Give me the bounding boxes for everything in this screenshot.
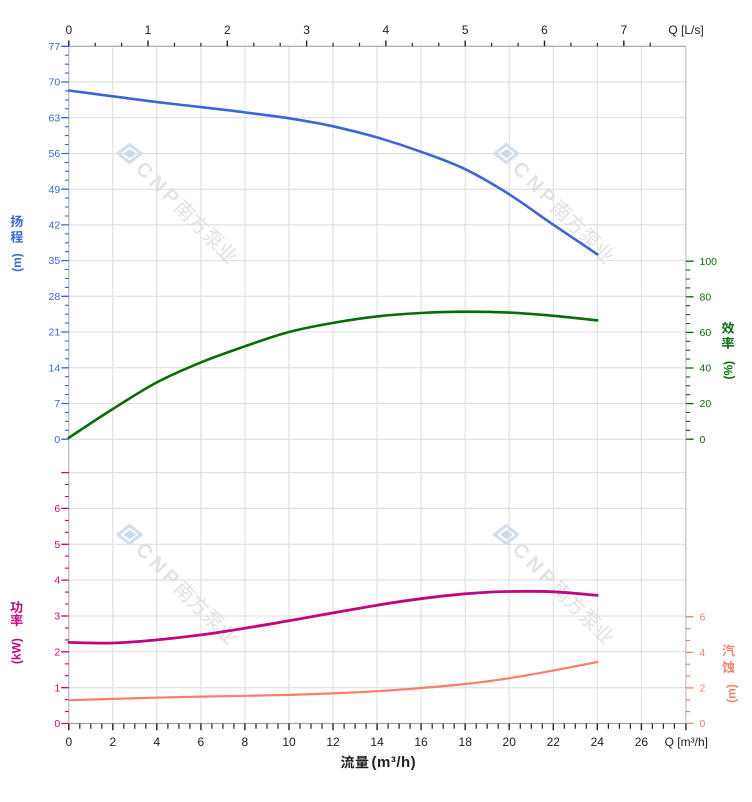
svg-text:49: 49 — [49, 184, 61, 196]
svg-text:77: 77 — [49, 41, 61, 53]
svg-text:42: 42 — [49, 220, 61, 232]
svg-text:21: 21 — [49, 327, 61, 339]
svg-text:6: 6 — [198, 735, 205, 749]
svg-text:(m): (m) — [725, 684, 739, 703]
svg-text:14: 14 — [370, 735, 384, 749]
svg-text:35: 35 — [49, 255, 61, 267]
svg-text:3: 3 — [54, 611, 60, 623]
svg-text:63: 63 — [49, 112, 61, 124]
svg-text:6: 6 — [54, 503, 60, 515]
svg-text:80: 80 — [700, 291, 712, 303]
svg-text:3: 3 — [303, 23, 310, 37]
svg-text:(%): (%) — [722, 361, 736, 380]
svg-text:26: 26 — [635, 735, 649, 749]
svg-text:(m): (m) — [10, 253, 24, 272]
svg-text:100: 100 — [700, 256, 718, 268]
svg-text:2: 2 — [224, 23, 231, 37]
svg-text:(m³/h): (m³/h) — [372, 754, 417, 771]
svg-text:(kW): (kW) — [10, 638, 24, 664]
svg-text:6: 6 — [541, 23, 548, 37]
svg-text:Q [m³/h]: Q [m³/h] — [665, 735, 708, 749]
svg-text:5: 5 — [54, 539, 60, 551]
svg-text:18: 18 — [459, 735, 473, 749]
svg-text:20: 20 — [700, 398, 712, 410]
svg-text:0: 0 — [700, 718, 706, 730]
svg-text:5: 5 — [462, 23, 469, 37]
svg-text:1: 1 — [54, 682, 60, 694]
svg-text:22: 22 — [547, 735, 561, 749]
svg-text:2: 2 — [109, 735, 116, 749]
svg-text:4: 4 — [700, 647, 706, 659]
svg-text:0: 0 — [65, 23, 72, 37]
svg-text:8: 8 — [242, 735, 249, 749]
svg-text:70: 70 — [49, 77, 61, 89]
svg-text:12: 12 — [326, 735, 340, 749]
svg-text:0: 0 — [54, 718, 60, 730]
svg-text:0: 0 — [700, 434, 706, 446]
svg-text:2: 2 — [54, 646, 60, 658]
svg-text:40: 40 — [700, 363, 712, 375]
svg-text:16: 16 — [414, 735, 428, 749]
svg-text:4: 4 — [153, 735, 160, 749]
svg-text:Q [L/s]: Q [L/s] — [668, 23, 703, 37]
svg-text:20: 20 — [503, 735, 517, 749]
svg-text:10: 10 — [282, 735, 296, 749]
svg-text:6: 6 — [700, 611, 706, 623]
svg-text:60: 60 — [700, 327, 712, 339]
svg-text:0: 0 — [65, 735, 72, 749]
svg-text:24: 24 — [591, 735, 605, 749]
svg-text:7: 7 — [620, 23, 627, 37]
svg-text:7: 7 — [54, 398, 60, 410]
svg-text:1: 1 — [145, 23, 152, 37]
svg-text:28: 28 — [49, 291, 61, 303]
svg-text:4: 4 — [54, 575, 60, 587]
svg-text:2: 2 — [700, 683, 706, 695]
svg-text:4: 4 — [383, 23, 390, 37]
svg-text:0: 0 — [54, 434, 60, 446]
svg-text:56: 56 — [49, 148, 61, 160]
svg-text:14: 14 — [49, 362, 61, 374]
